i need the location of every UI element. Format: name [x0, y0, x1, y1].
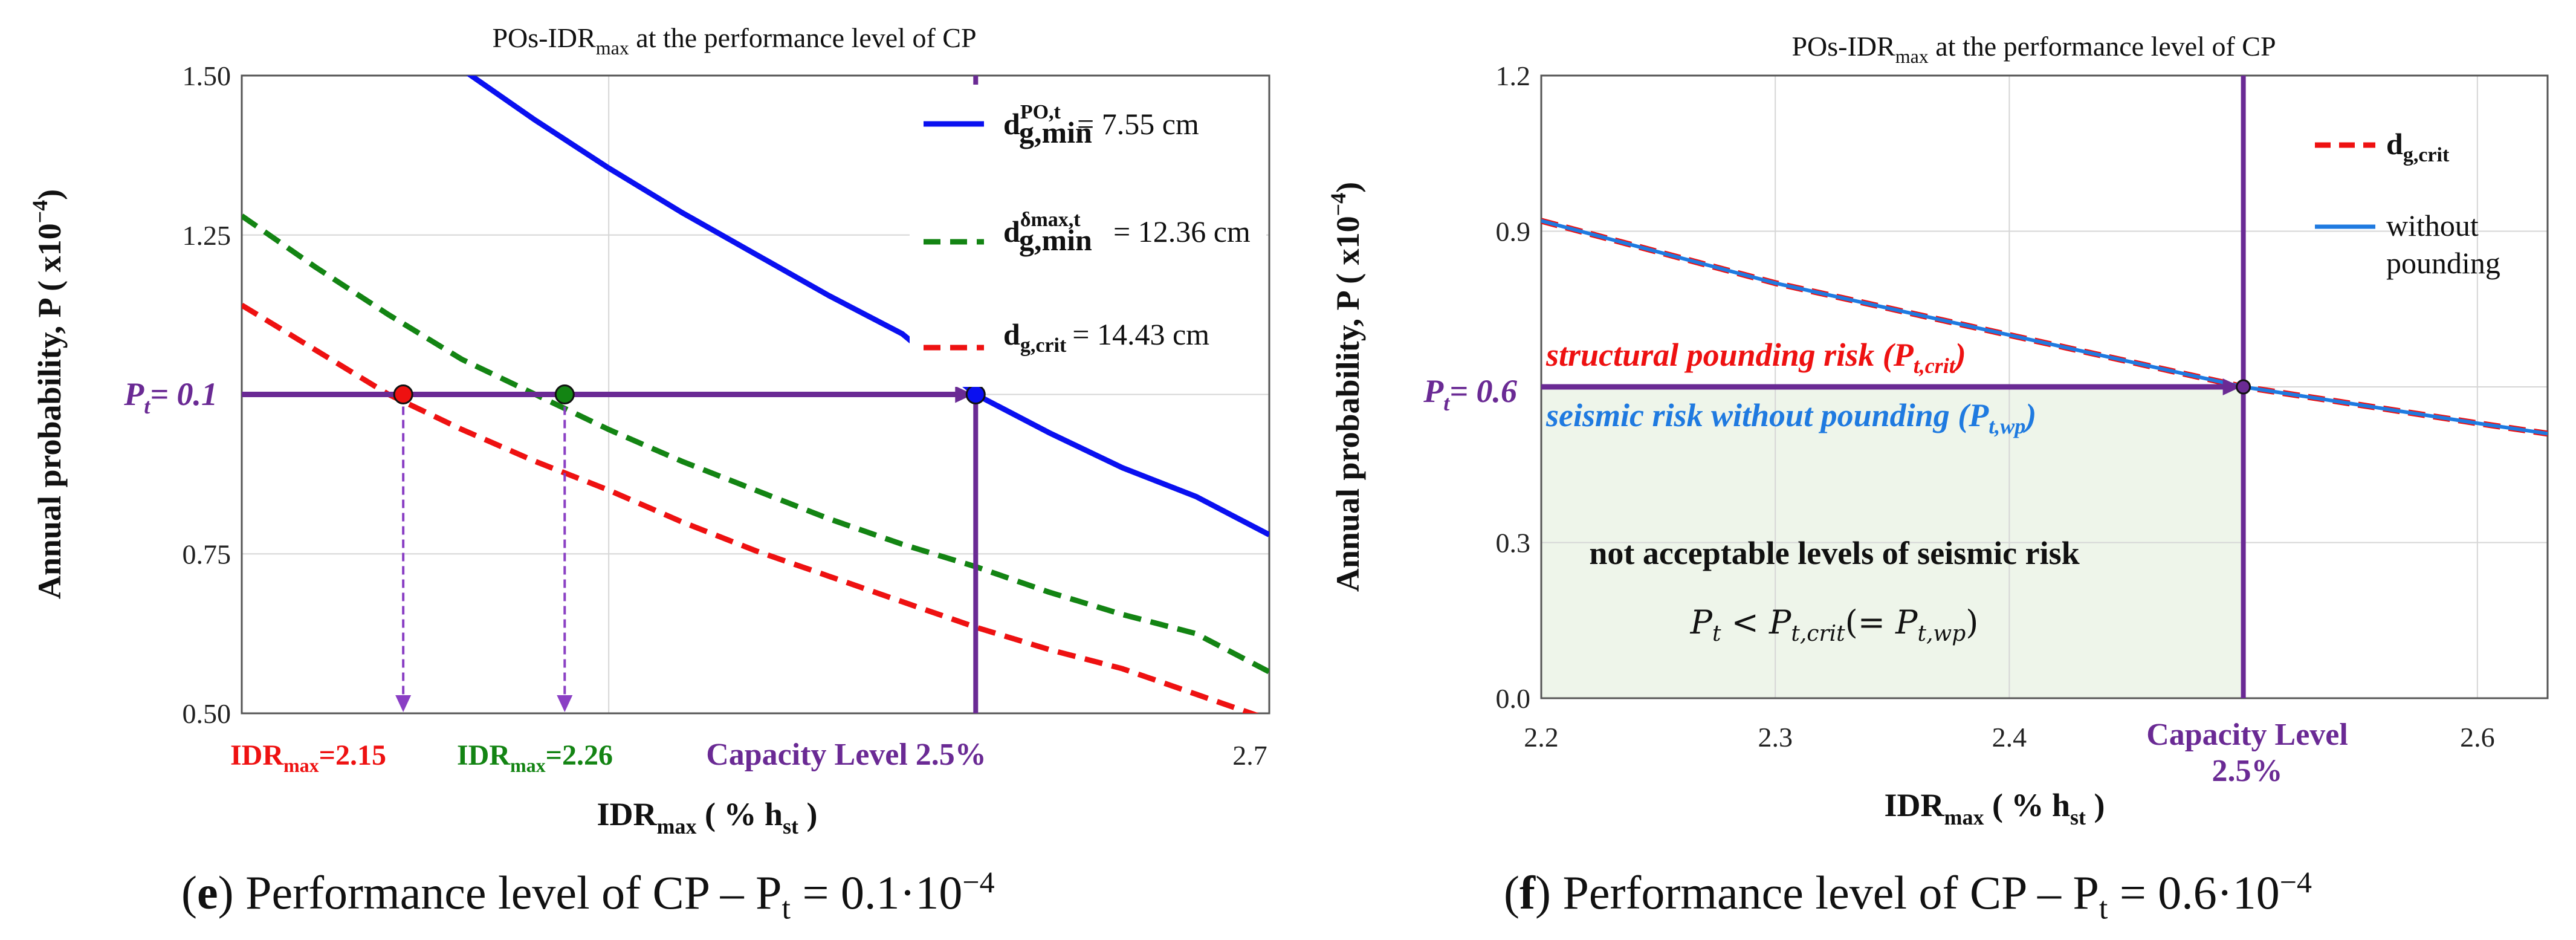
x-tick-label: 2.3 — [1758, 722, 1793, 753]
legend-label-dgmin-delta-val: = 12.36 cm — [1113, 215, 1251, 248]
figure: POs-IDRmax at the performance level of C… — [28, 22, 2549, 834]
panel-f-capacity-label-line1: Capacity Level — [2146, 718, 2348, 752]
y-tick-label: 0.75 — [183, 539, 231, 569]
panel-f-y-axis-label: Annual probability, P ( x10−4) — [1326, 182, 1366, 592]
intersection-point-0 — [393, 384, 413, 404]
legend-label-dgmin-delta-sub: g,min — [1019, 223, 1092, 257]
panel-f: POs-IDRmax at the performance level of C… — [1326, 31, 2549, 829]
series-line-1 — [242, 213, 1269, 675]
panel-f-pt-label: Pt= 0.6 — [1423, 373, 1517, 415]
panel-f-not-acceptable-label: not acceptable levels of seismic risk — [1589, 535, 2079, 571]
panel-e-series — [242, 76, 1269, 713]
x-tick-label: 2.2 — [1524, 722, 1559, 753]
legend-label-without: without — [2386, 209, 2479, 242]
legend-label-dgmin-po-val: = 7.55 cm — [1077, 107, 1199, 141]
panel-e-legend-box — [910, 85, 1266, 387]
panel-e-idr-red-label: IDRmax=2.15 — [230, 739, 386, 776]
plot-area — [242, 76, 1269, 713]
legend-label-dgmin-po: dPO,t — [1003, 101, 1061, 141]
panel-f-inequality: Pt < Pt,crit(= Pt,wp) — [1690, 603, 1979, 646]
y-tick-label: 0.50 — [183, 698, 231, 729]
panel-f-structural-risk-label: structural pounding risk (Pt,crit) — [1545, 337, 1966, 378]
panel-e-legend: dPO,t g,min = 7.55 cm dδmax,t g,min = 12… — [910, 85, 1266, 387]
panel-f-seismic-risk-label: seismic risk without pounding (Pt,wp) — [1545, 397, 2036, 438]
panel-f-series — [1541, 76, 2548, 698]
y-tick-label: 0.3 — [1496, 528, 1531, 559]
panel-f-capacity-label-line2: 2.5% — [2212, 754, 2283, 788]
x-tick-label: 2.4 — [1992, 722, 2027, 753]
legend-label-dgmin-po-sub: g,min — [1019, 115, 1092, 149]
panel-e-y-ticks: 1.50 1.25 0.75 0.50 — [183, 60, 231, 729]
plot-area — [1541, 218, 2548, 437]
panel-f-legend: dg,crit without pounding — [2315, 127, 2500, 280]
panel-e-idr-green-label: IDRmax=2.26 — [457, 739, 613, 776]
panel-f-x-axis-label: IDRmax ( % hst ) — [1884, 787, 2105, 829]
y-tick-label: 0.9 — [1496, 216, 1531, 247]
series-line-1 — [1541, 219, 2548, 436]
target-probability-arrowhead — [955, 386, 974, 403]
legend-label-dgmin-delta: dδmax,t — [1003, 209, 1081, 248]
legend-label-pounding: pounding — [2386, 246, 2500, 280]
y-tick-label: 0.0 — [1496, 683, 1531, 714]
y-tick-label: 1.2 — [1496, 60, 1531, 91]
caption-e: (e) Performance level of CP – Pt = 0.1·1… — [181, 865, 995, 926]
intersection-point-1 — [554, 384, 575, 404]
panel-e-x-axis-label: IDRmax ( % hst ) — [597, 796, 817, 834]
panel-f-title: POs-IDRmax at the performance level of C… — [1791, 31, 2276, 67]
target-probability-arrowhead — [2222, 378, 2241, 395]
series-line-2 — [242, 302, 1260, 713]
panel-e-title: POs-IDRmax at the performance level of C… — [492, 22, 976, 59]
intersection-point-2 — [965, 384, 986, 404]
series-line-0 — [466, 76, 1269, 537]
panel-e-pt-label: Pt= 0.1 — [123, 376, 218, 418]
x-tick-label: 2.6 — [2460, 722, 2495, 753]
drop-arrowhead — [557, 695, 573, 712]
intersection-point-0 — [2236, 379, 2251, 395]
caption-f: (f) Performance level of CP – Pt = 0.6·1… — [1504, 865, 2312, 926]
drop-arrowhead — [395, 695, 412, 712]
panel-e-x-tick-2.7: 2.7 — [1232, 740, 1267, 771]
y-tick-label: 1.25 — [183, 220, 231, 251]
legend-label-dgcrit: dg,crit = 14.43 cm — [1003, 317, 1209, 357]
panel-f-y-ticks: 1.2 0.9 0.3 0.0 — [1496, 60, 1531, 714]
panel-e: POs-IDRmax at the performance level of C… — [28, 22, 1270, 834]
panel-f-x-ticks: 2.2 2.3 2.4 2.6 — [1524, 722, 2494, 753]
panel-e-capacity-label: Capacity Level 2.5% — [706, 737, 986, 772]
legend-label-dgcrit-f: dg,crit — [2386, 127, 2450, 166]
panel-e-y-axis-label: Annual probability, P ( x10−4) — [28, 189, 68, 599]
y-tick-label: 1.50 — [183, 60, 231, 91]
